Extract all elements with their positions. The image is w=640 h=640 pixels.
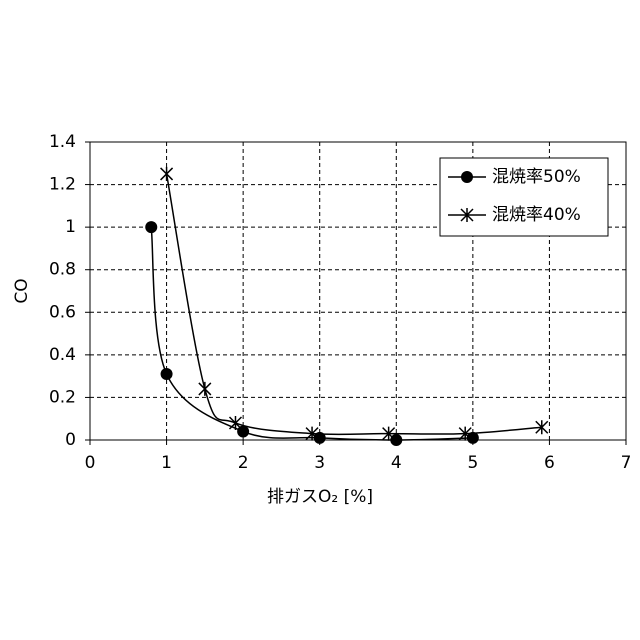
x-tick-label: 7 <box>621 453 632 473</box>
y-tick-label: 0 <box>65 430 76 450</box>
y-tick-label: 0.2 <box>49 387 76 407</box>
page: 排ガスO₂ [%] CO 0 0.2 0.4 0.6 0.8 1 1.2 1.4 0 1 2 3 4 5 6… <box>0 0 640 640</box>
x-tick-label: 5 <box>467 453 478 473</box>
marker <box>390 434 402 446</box>
x-tick-label: 3 <box>314 453 325 473</box>
y-tick-label: 1.2 <box>49 175 76 195</box>
y-tick-label: 1.4 <box>49 132 76 152</box>
x-tick-label: 2 <box>238 453 249 473</box>
y-tick-label: 0.4 <box>49 345 76 365</box>
x-tick-label: 6 <box>544 453 555 473</box>
y-axis-label: CO <box>12 278 32 303</box>
marker <box>145 221 157 233</box>
chart: 排ガスO₂ [%] CO 0 0.2 0.4 0.6 0.8 1 1.2 1.4 0 1 2 3 4 5 6… <box>0 0 640 640</box>
legend-label: 混焼率50% <box>492 167 581 187</box>
y-tick-label: 1 <box>65 217 76 237</box>
x-tick-label: 1 <box>161 453 172 473</box>
marker <box>161 368 173 380</box>
x-tick-label: 4 <box>391 453 402 473</box>
legend-marker <box>461 171 473 183</box>
y-tick-label: 0.8 <box>49 260 76 280</box>
legend-label: 混焼率40% <box>492 205 581 225</box>
x-axis-label: 排ガスO₂ [%] <box>267 487 373 507</box>
x-tick-label: 0 <box>85 453 96 473</box>
y-tick-label: 0.6 <box>49 302 76 322</box>
